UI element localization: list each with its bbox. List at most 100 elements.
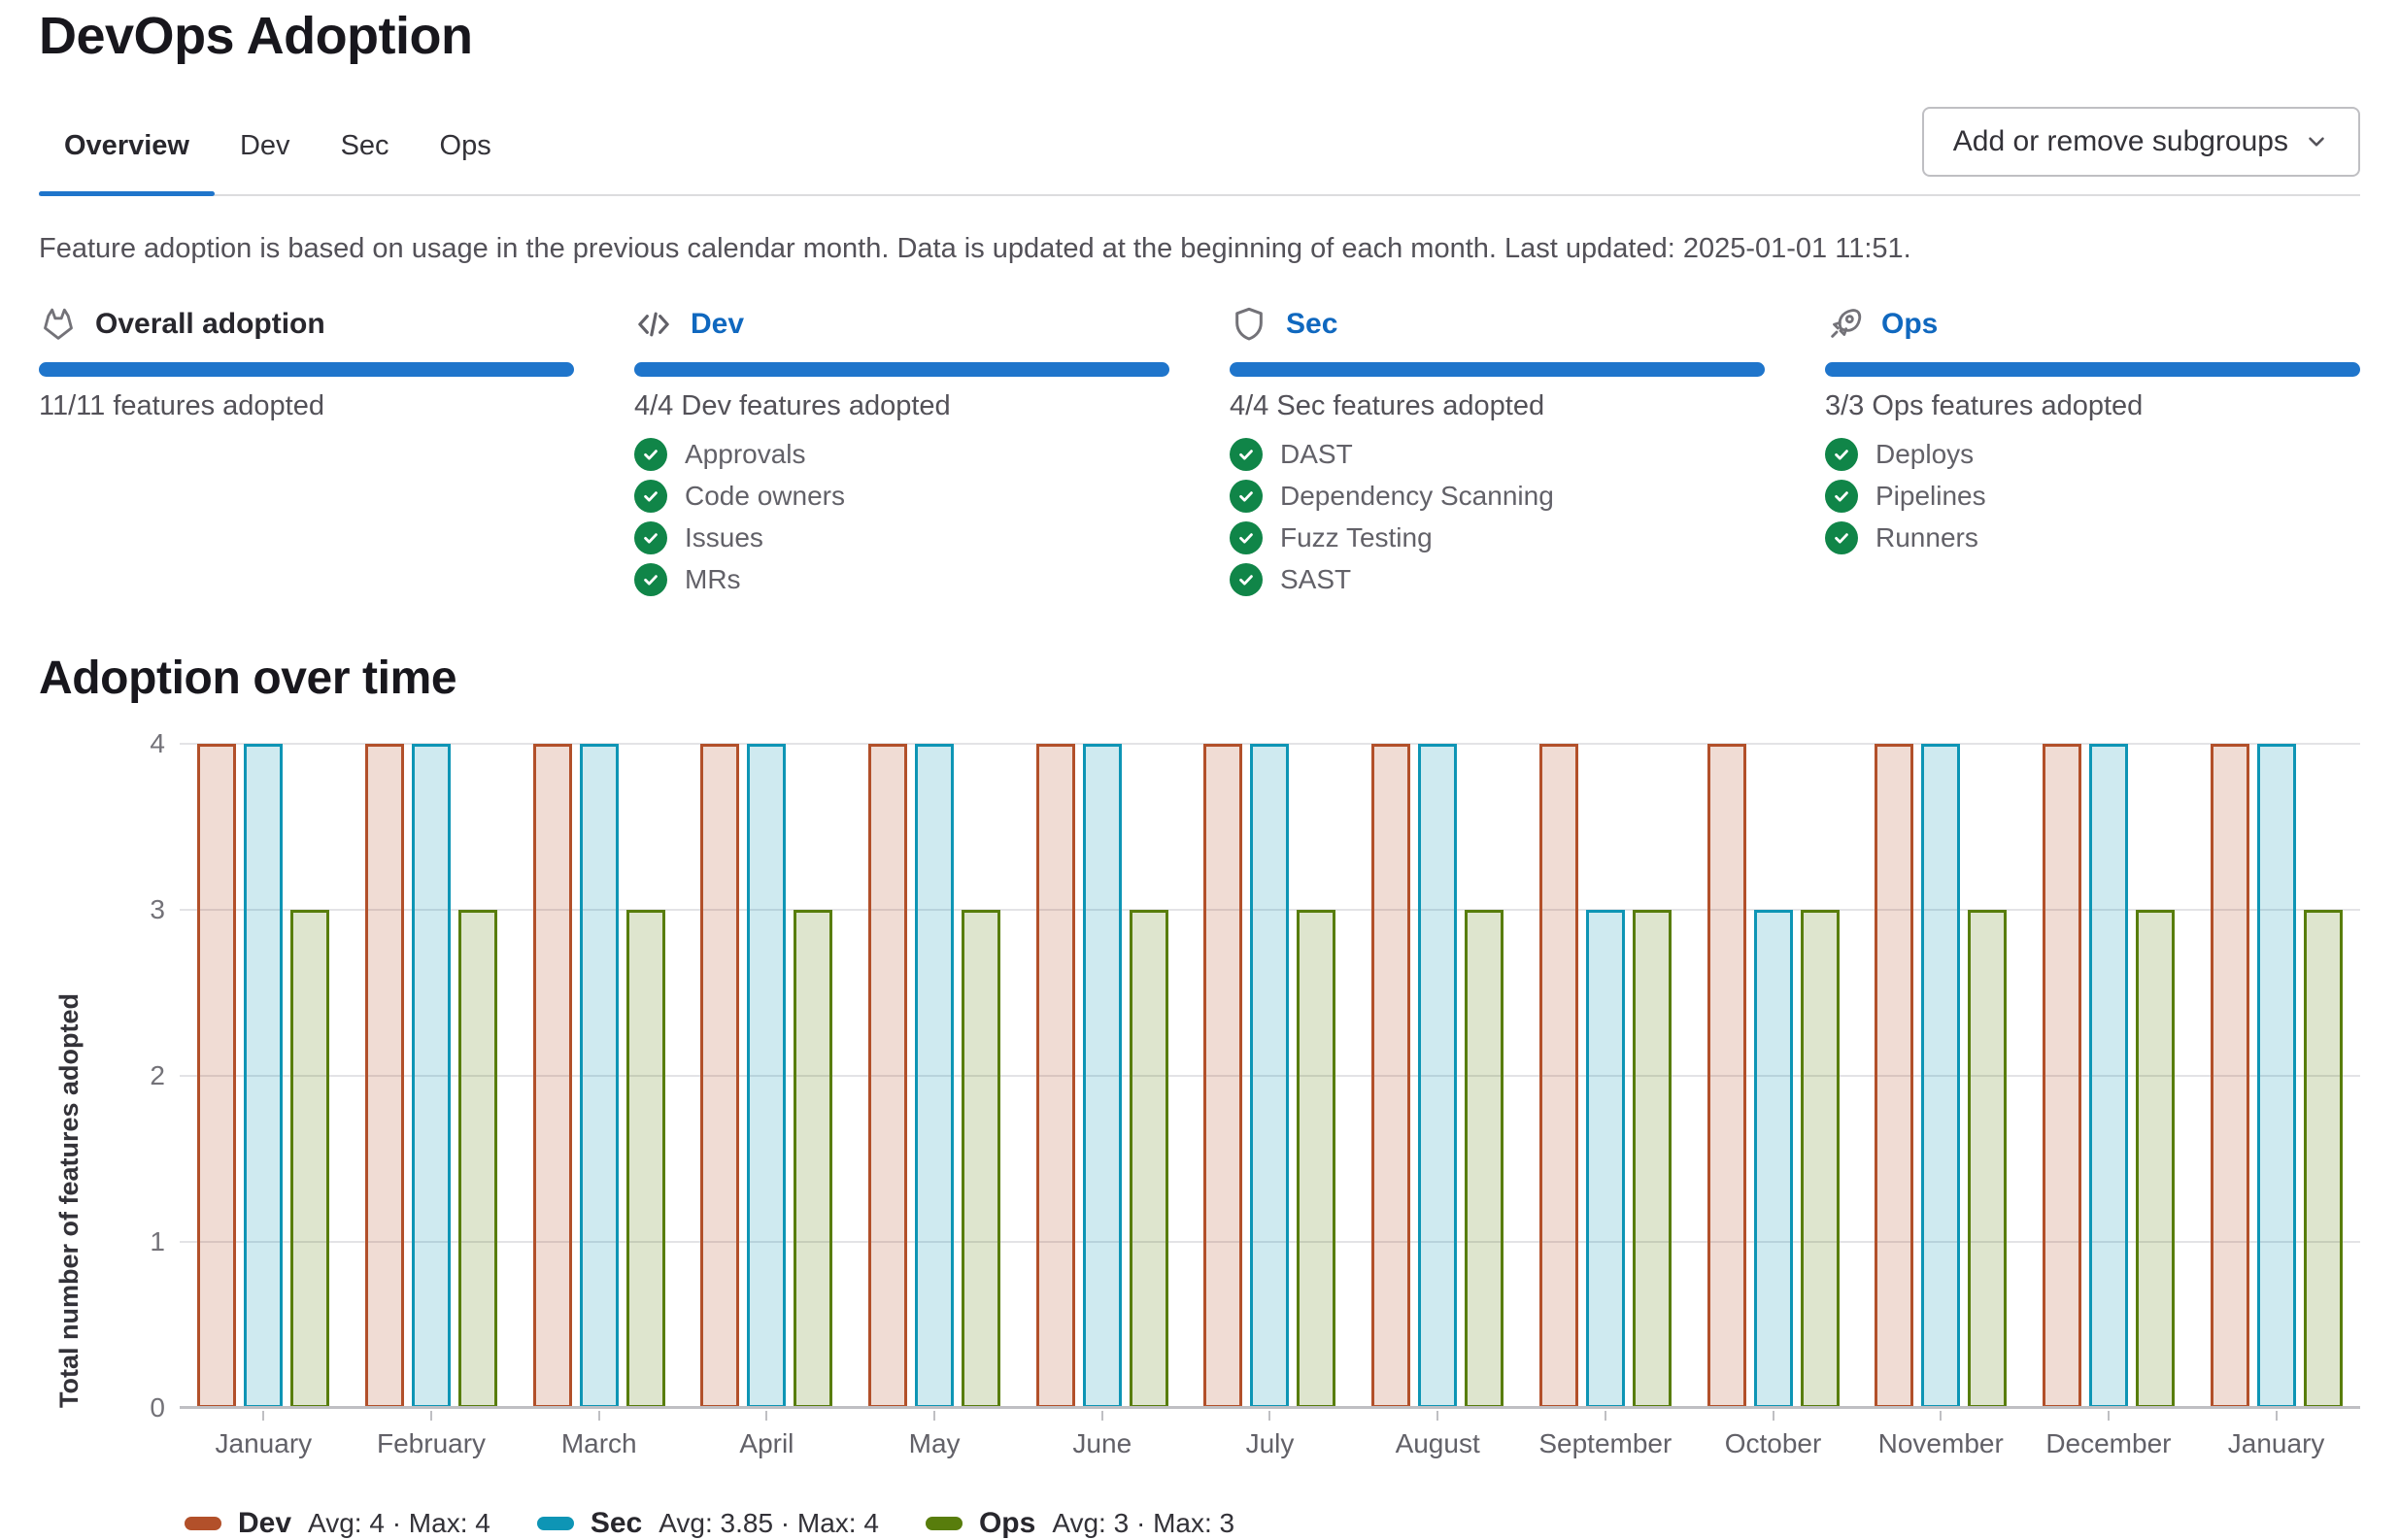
card-dev: Dev 4/4 Dev features adopted Approvals C… bbox=[634, 304, 1169, 597]
bar-sec-july-6[interactable] bbox=[1250, 744, 1290, 1409]
x-axis-label: August bbox=[1395, 1428, 1480, 1459]
bar-ops-january-0[interactable] bbox=[290, 910, 330, 1409]
legend-swatch-ops bbox=[925, 1517, 963, 1531]
bar-ops-april-3[interactable] bbox=[794, 910, 833, 1409]
bar-dev-april-3[interactable] bbox=[700, 744, 740, 1409]
feature-item-sast: SAST bbox=[1230, 562, 1765, 597]
bar-sec-january-0[interactable] bbox=[244, 744, 284, 1409]
bar-ops-june-5[interactable] bbox=[1129, 910, 1168, 1409]
tab-ops[interactable]: Ops bbox=[415, 105, 517, 194]
tab-sec-label: Sec bbox=[340, 129, 389, 161]
tab-dev[interactable]: Dev bbox=[215, 105, 316, 194]
bar-dev-february-1[interactable] bbox=[365, 744, 405, 1409]
bar-ops-december-11[interactable] bbox=[2135, 910, 2175, 1409]
legend-item-dev[interactable]: Dev Avg: 4 · Max: 4 bbox=[185, 1507, 490, 1540]
chart-legend: Dev Avg: 4 · Max: 4 Sec Avg: 3.85 · Max: 4 O… bbox=[185, 1507, 2360, 1540]
check-circle-icon bbox=[1825, 438, 1858, 472]
bar-sec-november-10[interactable] bbox=[1921, 744, 1961, 1409]
bar-sec-august-7[interactable] bbox=[1418, 744, 1458, 1409]
card-ops-header: Ops bbox=[1825, 304, 2360, 345]
ops-feature-list: Deploys Pipelines Runners bbox=[1825, 437, 2360, 555]
bar-ops-july-6[interactable] bbox=[1297, 910, 1336, 1409]
check-circle-icon bbox=[1230, 563, 1263, 597]
tab-overview-label: Overview bbox=[64, 129, 189, 161]
bar-dev-september-8[interactable] bbox=[1538, 744, 1578, 1409]
bar-ops-august-7[interactable] bbox=[1465, 910, 1504, 1409]
x-axis-category: March bbox=[515, 1411, 683, 1459]
bar-sec-september-8[interactable] bbox=[1585, 910, 1625, 1409]
y-tick-label: 0 bbox=[150, 1392, 165, 1423]
x-axis-labels: January February March April May June July Augu… bbox=[180, 1411, 2360, 1459]
bar-dev-november-10[interactable] bbox=[1875, 744, 1914, 1409]
shield-icon bbox=[1230, 305, 1268, 344]
x-axis-label: January bbox=[215, 1428, 313, 1459]
feature-label: Runners bbox=[1875, 522, 1978, 553]
feature-label: Pipelines bbox=[1875, 481, 1986, 512]
legend-item-ops[interactable]: Ops Avg: 3 · Max: 3 bbox=[925, 1507, 1234, 1540]
bar-sec-january-12[interactable] bbox=[2256, 744, 2296, 1409]
x-axis-category: July bbox=[1186, 1411, 1354, 1459]
x-axis-category: May bbox=[851, 1411, 1019, 1459]
x-axis-label: October bbox=[1724, 1428, 1822, 1459]
y-tick-label: 1 bbox=[150, 1226, 165, 1257]
x-axis-label: June bbox=[1072, 1428, 1132, 1459]
x-axis-label: November bbox=[1877, 1428, 2004, 1459]
bar-ops-january-12[interactable] bbox=[2303, 910, 2343, 1409]
bar-dev-january-0[interactable] bbox=[197, 744, 237, 1409]
tab-sec[interactable]: Sec bbox=[316, 105, 415, 194]
x-axis-category: January bbox=[180, 1411, 348, 1459]
card-sec-title-link[interactable]: Sec bbox=[1286, 308, 1338, 341]
bar-sec-june-5[interactable] bbox=[1082, 744, 1122, 1409]
bar-dev-january-12[interactable] bbox=[2210, 744, 2249, 1409]
bar-ops-may-4[interactable] bbox=[962, 910, 1001, 1409]
bar-dev-june-5[interactable] bbox=[1035, 744, 1075, 1409]
feature-item-issues: Issues bbox=[634, 520, 1169, 555]
legend-swatch-dev bbox=[185, 1517, 221, 1531]
rocket-icon bbox=[1825, 305, 1864, 344]
x-axis-label: May bbox=[908, 1428, 961, 1459]
gridline bbox=[180, 1075, 2360, 1078]
bar-ops-september-8[interactable] bbox=[1632, 910, 1672, 1409]
axis-tick bbox=[2275, 1411, 2278, 1422]
add-remove-subgroups-button[interactable]: Add or remove subgroups bbox=[1921, 107, 2360, 178]
bar-ops-march-2[interactable] bbox=[625, 910, 665, 1409]
bar-group-december-11 bbox=[2025, 744, 2193, 1409]
x-axis-category: June bbox=[1018, 1411, 1186, 1459]
tab-overview[interactable]: Overview bbox=[39, 105, 215, 197]
chevron-down-icon bbox=[2304, 129, 2329, 154]
legend-series-name: Ops bbox=[978, 1507, 1036, 1540]
bar-sec-december-11[interactable] bbox=[2088, 744, 2128, 1409]
bar-sec-may-4[interactable] bbox=[915, 744, 955, 1409]
axis-tick bbox=[430, 1411, 433, 1422]
bar-dev-march-2[interactable] bbox=[532, 744, 572, 1409]
gridline bbox=[180, 909, 2360, 912]
add-remove-subgroups-label: Add or remove subgroups bbox=[1952, 125, 2288, 158]
bar-ops-february-1[interactable] bbox=[458, 910, 498, 1409]
feature-label: Issues bbox=[685, 522, 763, 553]
x-axis-label: April bbox=[739, 1428, 794, 1459]
card-dev-title-link[interactable]: Dev bbox=[691, 308, 745, 341]
bar-dev-may-4[interactable] bbox=[868, 744, 908, 1409]
bar-dev-october-9[interactable] bbox=[1706, 744, 1746, 1409]
bar-sec-march-2[interactable] bbox=[579, 744, 619, 1409]
x-axis-line bbox=[180, 1406, 2360, 1410]
feature-label: Dependency Scanning bbox=[1280, 481, 1554, 512]
axis-tick bbox=[597, 1411, 600, 1422]
bar-dev-july-6[interactable] bbox=[1203, 744, 1243, 1409]
bar-dev-december-11[interactable] bbox=[2042, 744, 2081, 1409]
feature-label: Code owners bbox=[685, 481, 845, 512]
check-circle-icon bbox=[634, 563, 667, 597]
bar-sec-october-9[interactable] bbox=[1753, 910, 1793, 1409]
feature-item-fuzz-testing: Fuzz Testing bbox=[1230, 520, 1765, 555]
x-axis-category: November bbox=[1857, 1411, 2025, 1459]
adoption-over-time-title: Adoption over time bbox=[39, 653, 457, 705]
card-ops-title-link[interactable]: Ops bbox=[1881, 308, 1939, 341]
legend-item-sec[interactable]: Sec Avg: 3.85 · Max: 4 bbox=[536, 1507, 879, 1540]
bar-ops-october-9[interactable] bbox=[1800, 910, 1840, 1409]
bar-ops-november-10[interactable] bbox=[1968, 910, 2008, 1409]
dev-progress-bar bbox=[634, 362, 1169, 378]
bar-sec-april-3[interactable] bbox=[747, 744, 787, 1409]
bar-sec-february-1[interactable] bbox=[412, 744, 452, 1409]
bar-dev-august-7[interactable] bbox=[1371, 744, 1411, 1409]
